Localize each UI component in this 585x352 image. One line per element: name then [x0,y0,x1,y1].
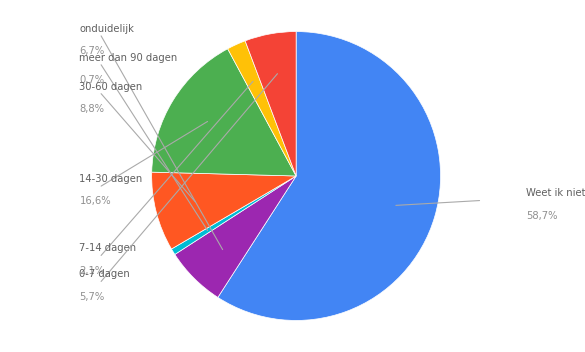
Text: 0-7 dagen: 0-7 dagen [80,269,130,279]
Wedge shape [218,32,441,320]
Text: 16,6%: 16,6% [80,196,111,206]
Text: 6,7%: 6,7% [80,46,105,56]
Wedge shape [152,49,296,176]
Wedge shape [245,32,296,176]
Wedge shape [171,176,296,254]
Text: onduidelijk: onduidelijk [80,24,135,34]
Wedge shape [175,176,296,297]
Text: 14-30 dagen: 14-30 dagen [80,174,143,184]
Text: 7-14 dagen: 7-14 dagen [80,243,136,253]
Wedge shape [228,41,296,176]
Wedge shape [152,172,296,249]
Text: 5,7%: 5,7% [80,291,105,302]
Text: meer dan 90 dagen: meer dan 90 dagen [80,52,178,63]
Text: Weet ik niet: Weet ik niet [526,188,585,199]
Text: 0,7%: 0,7% [80,75,105,85]
Text: 58,7%: 58,7% [526,210,558,221]
Text: 8,8%: 8,8% [80,104,105,114]
Text: 30-60 dagen: 30-60 dagen [80,82,143,92]
Text: 2,1%: 2,1% [80,265,105,276]
